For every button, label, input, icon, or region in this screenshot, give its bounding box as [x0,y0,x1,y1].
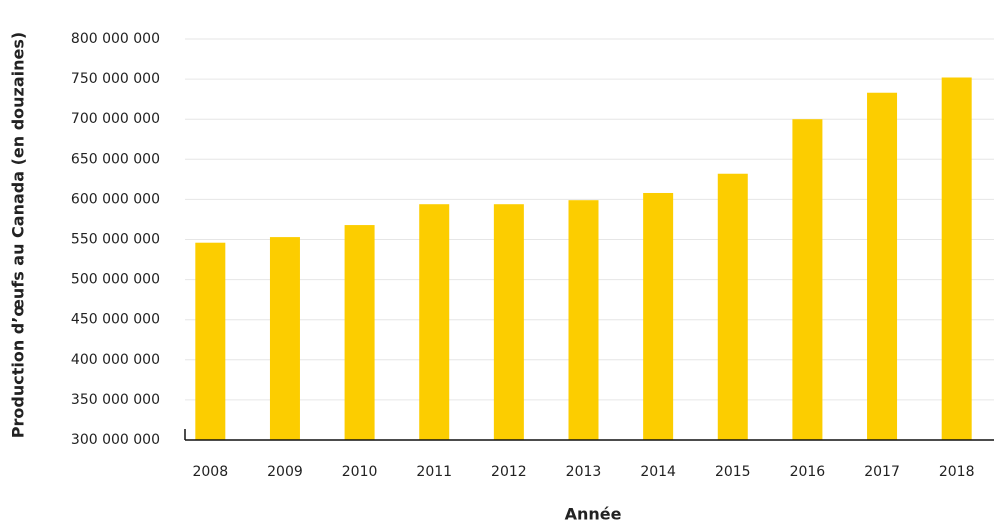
x-tick-label: 2011 [416,464,452,480]
x-tick-label: 2012 [491,464,527,480]
y-tick-label: 600 000 000 [71,191,160,207]
y-tick-label: 800 000 000 [71,31,160,47]
y-tick-label: 750 000 000 [71,71,160,87]
bar [493,204,524,440]
bar [792,119,823,440]
y-tick-label: 650 000 000 [71,151,160,167]
x-tick-label: 2010 [342,464,378,480]
bar [269,237,300,440]
x-tick-label: 2015 [715,464,751,480]
x-tick-label: 2013 [566,464,602,480]
y-tick-label: 550 000 000 [71,232,160,248]
bar [941,77,972,440]
y-tick-label: 500 000 000 [71,272,160,288]
x-tick-label: 2018 [939,464,975,480]
y-axis-title: Production d’œufs au Canada (en douzaine… [9,32,28,438]
bar [643,192,674,440]
bar [195,242,226,440]
x-tick-label: 2008 [192,464,228,480]
x-axis-title: Année [565,505,622,524]
y-tick-label: 300 000 000 [71,432,160,448]
x-tick-label: 2009 [267,464,303,480]
bar [867,92,898,440]
y-tick-label: 700 000 000 [71,111,160,127]
y-tick-label: 450 000 000 [71,312,160,328]
x-tick-label: 2017 [864,464,900,480]
y-tick-label: 400 000 000 [71,352,160,368]
x-tick-label: 2016 [790,464,826,480]
y-tick-label: 350 000 000 [71,392,160,408]
bar [568,200,599,440]
bar [717,173,748,440]
bar [344,225,375,440]
x-tick-label: 2014 [640,464,676,480]
bar [419,204,450,440]
